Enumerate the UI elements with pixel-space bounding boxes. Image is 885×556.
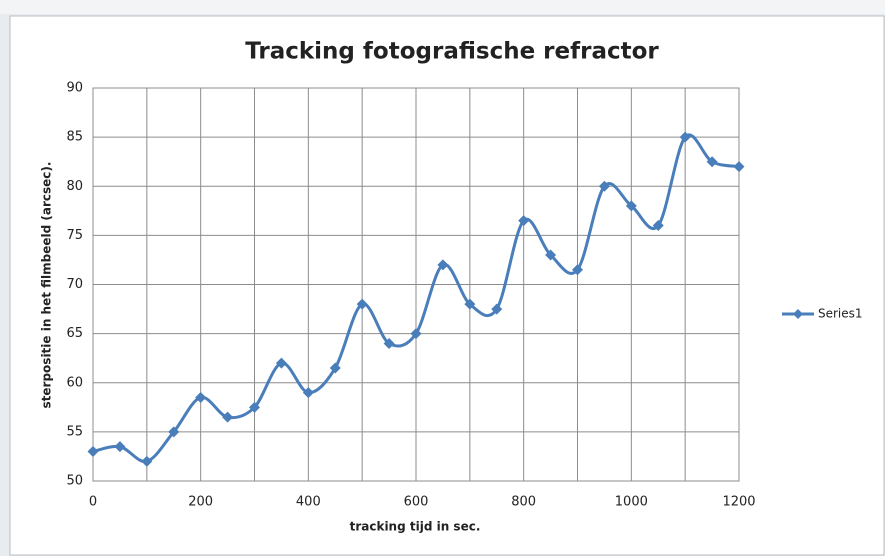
y-tick-label: 50 [66, 474, 83, 489]
y-tick-label: 85 [66, 130, 83, 145]
x-tick-label: 1000 [615, 495, 648, 510]
plot-border [92, 87, 740, 482]
data-point [545, 249, 557, 261]
x-tick-label: 600 [404, 495, 429, 510]
y-tick-label: 75 [66, 228, 83, 243]
x-tick-label: 800 [511, 495, 536, 510]
data-point [356, 298, 368, 310]
data-point [168, 426, 180, 438]
data-point [302, 387, 314, 399]
y-tick-label: 80 [66, 179, 83, 194]
data-point [598, 180, 610, 192]
data-point [733, 161, 745, 173]
data-point [195, 391, 207, 403]
data-point [518, 215, 530, 227]
chart-area [9, 15, 885, 556]
x-axis-title: tracking tijd in sec. [350, 520, 481, 534]
data-point [141, 455, 153, 467]
data-point [706, 156, 718, 168]
legend-marker [793, 309, 803, 319]
y-tick-label: 60 [66, 375, 83, 390]
data-point [572, 264, 583, 276]
data-point [464, 298, 476, 310]
y-tick-label: 55 [66, 424, 83, 439]
data-point [329, 362, 341, 374]
data-point [249, 401, 260, 413]
x-tick-label: 400 [296, 495, 321, 510]
legend-label: Series1 [818, 307, 863, 321]
y-axis-title: sterpositie in het filmbeeld (arcsec). [40, 162, 54, 409]
data-point [679, 131, 691, 143]
data-point [437, 259, 449, 271]
data-point [383, 337, 395, 349]
data-point [410, 328, 422, 340]
x-tick-label: 1200 [722, 495, 755, 510]
data-point [222, 411, 234, 423]
data-point [625, 200, 637, 212]
data-point [87, 446, 99, 458]
y-tick-label: 65 [66, 326, 83, 341]
data-point [114, 441, 126, 453]
x-tick-label: 200 [188, 495, 213, 510]
y-tick-label: 90 [66, 81, 83, 96]
data-point [275, 357, 287, 369]
x-tick-label: 0 [89, 495, 97, 510]
window-bar [0, 0, 885, 14]
chart-title: Tracking fotografische refractor [245, 39, 659, 65]
data-point [652, 220, 664, 232]
data-point [491, 303, 503, 315]
y-tick-label: 70 [66, 277, 83, 292]
